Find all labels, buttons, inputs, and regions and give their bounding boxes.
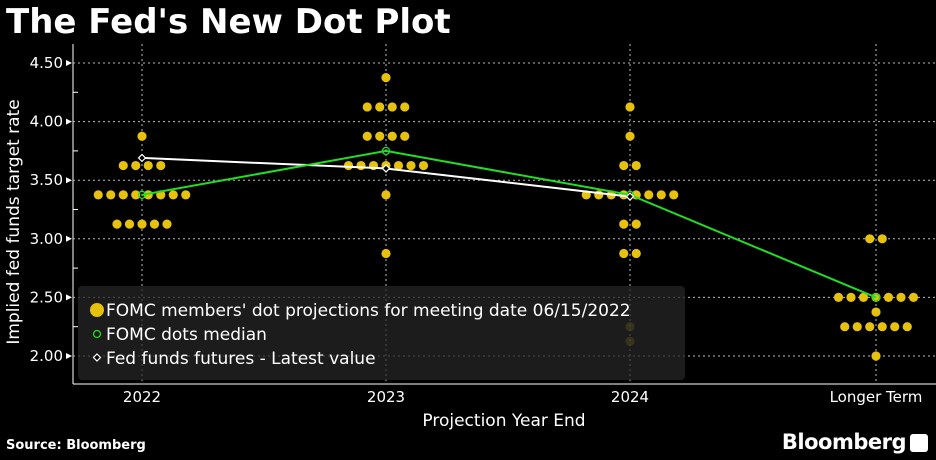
legend-circle-icon bbox=[92, 329, 102, 339]
projection-dot bbox=[162, 219, 172, 229]
y-tick-marker bbox=[66, 118, 72, 125]
projection-dot bbox=[375, 131, 385, 141]
projection-dot bbox=[400, 131, 410, 141]
projection-dot bbox=[137, 131, 147, 141]
projection-dot bbox=[656, 190, 666, 200]
y-tick-label: 3.00 bbox=[30, 230, 63, 248]
projection-dot bbox=[387, 102, 397, 112]
chart-title: The Fed's New Dot Plot bbox=[6, 2, 451, 42]
projection-dot bbox=[406, 160, 416, 171]
projection-dot bbox=[124, 219, 135, 229]
legend-diamond-icon bbox=[92, 353, 102, 362]
projection-dot bbox=[106, 190, 116, 200]
projection-dot bbox=[619, 248, 629, 259]
legend-label: FOMC members' dot projections for meetin… bbox=[106, 301, 631, 321]
y-tick-marker bbox=[66, 177, 72, 184]
y-tick-marker bbox=[66, 294, 72, 301]
projection-dot bbox=[387, 131, 397, 141]
y-tick-label: 3.50 bbox=[30, 171, 63, 189]
projection-dot bbox=[362, 131, 372, 141]
projection-dot bbox=[381, 73, 391, 83]
projection-dot bbox=[871, 351, 881, 361]
projection-dot bbox=[400, 102, 410, 112]
y-tick-marker bbox=[66, 353, 72, 359]
projection-dot bbox=[840, 322, 850, 332]
projection-dot bbox=[852, 322, 862, 332]
projection-dot bbox=[865, 322, 875, 332]
legend-label: FOMC dots median bbox=[106, 325, 267, 345]
y-tick-label: 2.00 bbox=[30, 347, 63, 365]
projection-dot bbox=[137, 219, 147, 229]
projection-dot bbox=[871, 307, 881, 317]
futures-marker bbox=[381, 164, 391, 173]
projection-dot bbox=[846, 292, 856, 302]
projection-dot bbox=[381, 190, 391, 200]
futures-marker bbox=[625, 192, 635, 201]
projection-dot bbox=[625, 102, 635, 112]
legend-background bbox=[78, 286, 685, 380]
projection-dot bbox=[168, 190, 178, 200]
projection-dot bbox=[908, 292, 919, 302]
bloomberg-chart-icon bbox=[910, 434, 928, 452]
y-tick-label: 2.50 bbox=[30, 288, 63, 306]
futures-marker bbox=[137, 153, 147, 163]
projection-dot bbox=[131, 190, 141, 200]
projection-dot bbox=[865, 234, 875, 244]
projection-dot bbox=[393, 160, 404, 171]
legend-label: Fed funds futures - Latest value bbox=[106, 349, 376, 369]
projection-dot bbox=[833, 292, 844, 302]
median-line bbox=[141, 149, 877, 299]
legend: FOMC members' dot projections for meetin… bbox=[78, 286, 685, 380]
y-tick-label: 4.00 bbox=[30, 113, 63, 131]
projection-dot bbox=[877, 322, 887, 332]
projection-dot bbox=[143, 160, 153, 171]
x-tick-label: 2023 bbox=[367, 388, 405, 406]
projection-dot bbox=[362, 102, 372, 112]
projection-dot bbox=[156, 160, 166, 171]
projection-dot bbox=[619, 219, 629, 229]
projection-dot bbox=[131, 160, 141, 171]
projection-dot bbox=[381, 248, 391, 259]
x-tick-label: 2022 bbox=[123, 388, 161, 406]
projection-dot bbox=[149, 219, 160, 229]
legend-dot-icon bbox=[90, 303, 104, 317]
projection-dot bbox=[181, 190, 191, 200]
projection-dot bbox=[625, 131, 635, 141]
x-tick-label: Longer Term bbox=[830, 388, 923, 406]
projection-dot bbox=[619, 160, 629, 171]
projection-dot bbox=[93, 190, 103, 200]
median-marker bbox=[871, 293, 881, 302]
projection-dot bbox=[375, 102, 385, 112]
projection-dot bbox=[631, 248, 641, 259]
x-tick-label: 2024 bbox=[611, 388, 649, 406]
projection-dot bbox=[118, 160, 128, 171]
projection-dot bbox=[356, 160, 366, 171]
projection-dot bbox=[118, 190, 128, 200]
y-axis-label: Implied fed funds target rate bbox=[4, 99, 24, 344]
y-tick-marker bbox=[66, 60, 72, 66]
median-marker bbox=[381, 146, 391, 156]
y-tick-label: 4.50 bbox=[30, 54, 63, 72]
y-tick-marker bbox=[66, 235, 72, 242]
projection-dot bbox=[418, 160, 429, 171]
projection-dot bbox=[883, 292, 894, 302]
projection-dot bbox=[631, 160, 641, 171]
projection-dot bbox=[877, 234, 887, 244]
projection-dot bbox=[631, 219, 641, 229]
projection-dot bbox=[644, 190, 654, 200]
projection-dot bbox=[890, 322, 900, 332]
bloomberg-logo: Bloomberg bbox=[781, 430, 907, 454]
source-label: Source: Bloomberg bbox=[6, 438, 146, 453]
x-axis-label: Projection Year End bbox=[422, 411, 585, 431]
projection-dot bbox=[112, 219, 122, 229]
projection-dot bbox=[343, 160, 354, 171]
projection-dot bbox=[858, 292, 869, 302]
projection-dot bbox=[902, 322, 912, 332]
projection-dot bbox=[669, 190, 679, 200]
median-marker bbox=[137, 190, 147, 200]
projection-dot bbox=[896, 292, 906, 302]
